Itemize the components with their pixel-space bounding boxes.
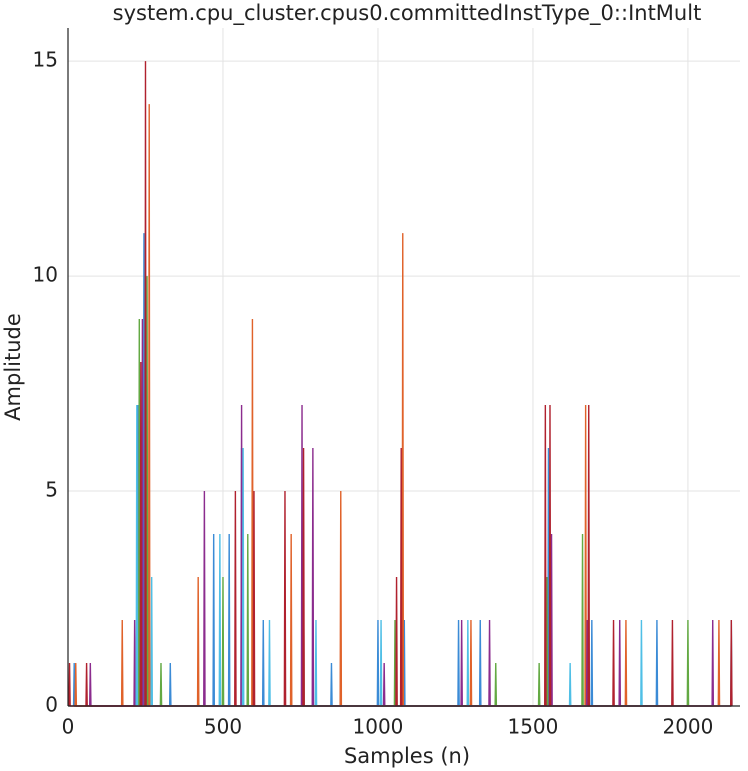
series-line bbox=[68, 61, 733, 707]
x-tick-label: 2000 bbox=[662, 715, 713, 739]
y-tick-label: 0 bbox=[45, 693, 58, 717]
x-axis-label: Samples (n) bbox=[344, 744, 470, 768]
x-tick-label: 1500 bbox=[507, 715, 558, 739]
y-tick-label: 15 bbox=[33, 48, 58, 72]
x-tick-label: 0 bbox=[62, 715, 75, 739]
series-line bbox=[72, 233, 659, 707]
x-tick-label: 1000 bbox=[353, 715, 404, 739]
x-tick-label: 500 bbox=[204, 715, 242, 739]
y-tick-label: 5 bbox=[45, 478, 58, 502]
series-line bbox=[135, 405, 733, 707]
chart-title: system.cpu_cluster.cpus0.committedInstTy… bbox=[113, 1, 702, 26]
y-axis-label: Amplitude bbox=[1, 313, 25, 421]
y-tick-label: 10 bbox=[33, 263, 58, 287]
